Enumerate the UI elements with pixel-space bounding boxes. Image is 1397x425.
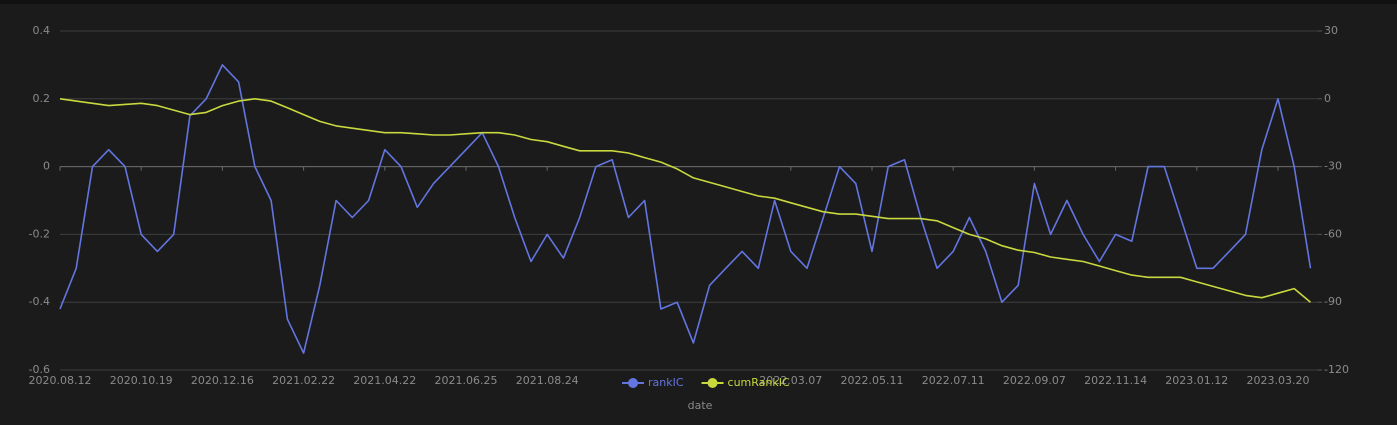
x-tick-label: 2022.03.07 — [759, 374, 822, 387]
legend-marker — [707, 378, 718, 388]
y-tick-label: -0.2 — [29, 227, 50, 240]
legend-marker — [628, 378, 638, 388]
series-line — [59, 98, 1312, 303]
x-tick-label: 2020.12.16 — [191, 374, 254, 387]
x-tick-label: 2022.05.11 — [841, 374, 904, 387]
x-tick-label: 2021.04.22 — [353, 374, 416, 387]
y2-tick-label: -30 — [1324, 160, 1342, 173]
y2-tick-label: -120 — [1324, 363, 1349, 376]
series-line — [59, 64, 1312, 354]
legend: rankIC cumRankIC — [622, 376, 790, 389]
x-tick-label: 2020.08.12 — [29, 374, 92, 387]
y2-tick-label: -90 — [1324, 295, 1342, 308]
y2-tick-label: 0 — [1324, 92, 1331, 105]
y-tick-label: -0.6 — [29, 363, 50, 376]
x-tick-label: 2020.10.19 — [110, 374, 173, 387]
x-tick-label: 2022.11.14 — [1084, 374, 1147, 387]
x-tick-label: 2023.01.12 — [1165, 374, 1228, 387]
legend-label[interactable]: rankIC — [648, 376, 684, 389]
x-tick-label: 2022.09.07 — [1003, 374, 1066, 387]
y-tick-label: 0.4 — [33, 24, 51, 37]
x-axis-label: date — [688, 399, 713, 412]
legend-label[interactable]: cumRankIC — [728, 376, 790, 389]
y2-tick-label: -60 — [1324, 227, 1342, 240]
x-tick-label: 2021.06.25 — [435, 374, 498, 387]
x-tick-label: 2023.03.20 — [1247, 374, 1310, 387]
y2-tick-label: 30 — [1324, 24, 1338, 37]
x-tick-label: 2021.02.22 — [272, 374, 335, 387]
y-tick-label: 0 — [43, 160, 50, 173]
y-tick-label: -0.4 — [29, 295, 50, 308]
y-tick-label: 0.2 — [33, 92, 51, 105]
x-tick-label: 2022.07.11 — [922, 374, 985, 387]
x-tick-label: 2021.08.24 — [516, 374, 579, 387]
top-border — [0, 0, 1397, 4]
